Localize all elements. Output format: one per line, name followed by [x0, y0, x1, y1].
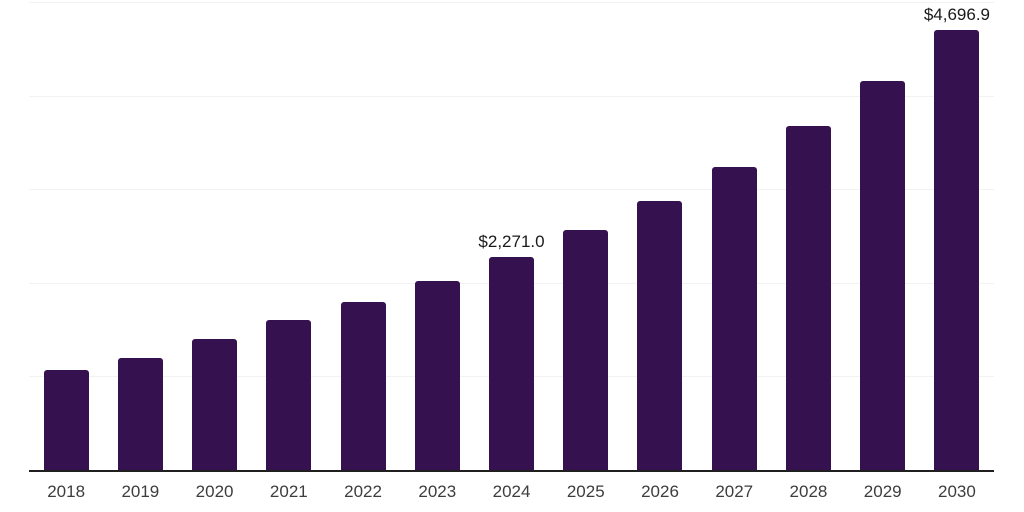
- x-tick-label-2028: 2028: [789, 482, 828, 501]
- x-tick-label-2024: 2024: [492, 482, 531, 501]
- x-tick-label-2019: 2019: [121, 482, 160, 501]
- x-axis: 2018 2019 2020 2021 2022 2023 2024 2025 2026 2027…: [29, 482, 994, 502]
- bar-slot-2029: [846, 2, 920, 470]
- bar-2029: [860, 81, 906, 470]
- bar-2024: [489, 257, 535, 470]
- x-tick-label-2025: 2025: [566, 482, 605, 501]
- bar-slot-2026: [623, 2, 697, 470]
- x-tick-label-2023: 2023: [418, 482, 457, 501]
- bar-2018: [43, 369, 89, 470]
- bar-2023: [414, 281, 460, 470]
- bar-2021: [266, 319, 312, 470]
- gridline-4000: [29, 95, 994, 97]
- bar-slot-2021: [252, 2, 326, 470]
- x-tick-label-2021: 2021: [269, 482, 308, 501]
- x-tick-label-2020: 2020: [195, 482, 234, 501]
- bar-slot-2030: $4,696.9: [920, 2, 994, 470]
- bar-2022: [340, 302, 386, 470]
- bar-2025: [563, 229, 609, 470]
- bar-slot-2027: [697, 2, 771, 470]
- bar-slot-2018: [29, 2, 103, 470]
- bar-2019: [117, 357, 163, 470]
- x-tick-label-2030: 2030: [938, 482, 976, 501]
- x-tick-label-2018: 2018: [47, 482, 86, 501]
- x-tick-label-2027: 2027: [715, 482, 754, 501]
- bar-slot-2028: [771, 2, 845, 470]
- x-tick-label-2029: 2029: [863, 482, 902, 501]
- bar-slot-2024: $2,271.0: [474, 2, 548, 470]
- value-label-2030: $4,696.9: [923, 5, 991, 25]
- bar-2030: [934, 30, 980, 470]
- bar-slot-2019: [103, 2, 177, 470]
- bar-2020: [192, 339, 238, 470]
- bar-2026: [637, 201, 683, 470]
- bar-slot-2020: [177, 2, 251, 470]
- plot-area: $2,271.0 $4,696.9: [29, 2, 994, 472]
- bar-2028: [785, 126, 831, 470]
- bar-slot-2025: [549, 2, 623, 470]
- gridline-3000: [29, 189, 994, 191]
- value-label-2024: $2,271.0: [478, 232, 545, 252]
- bar-slot-2023: [400, 2, 474, 470]
- bar-2027: [711, 166, 757, 470]
- bar-slot-2022: [326, 2, 400, 470]
- x-tick-label-2022: 2022: [344, 482, 382, 501]
- x-tick-label-2026: 2026: [641, 482, 679, 501]
- gridline-5000: [29, 2, 994, 3]
